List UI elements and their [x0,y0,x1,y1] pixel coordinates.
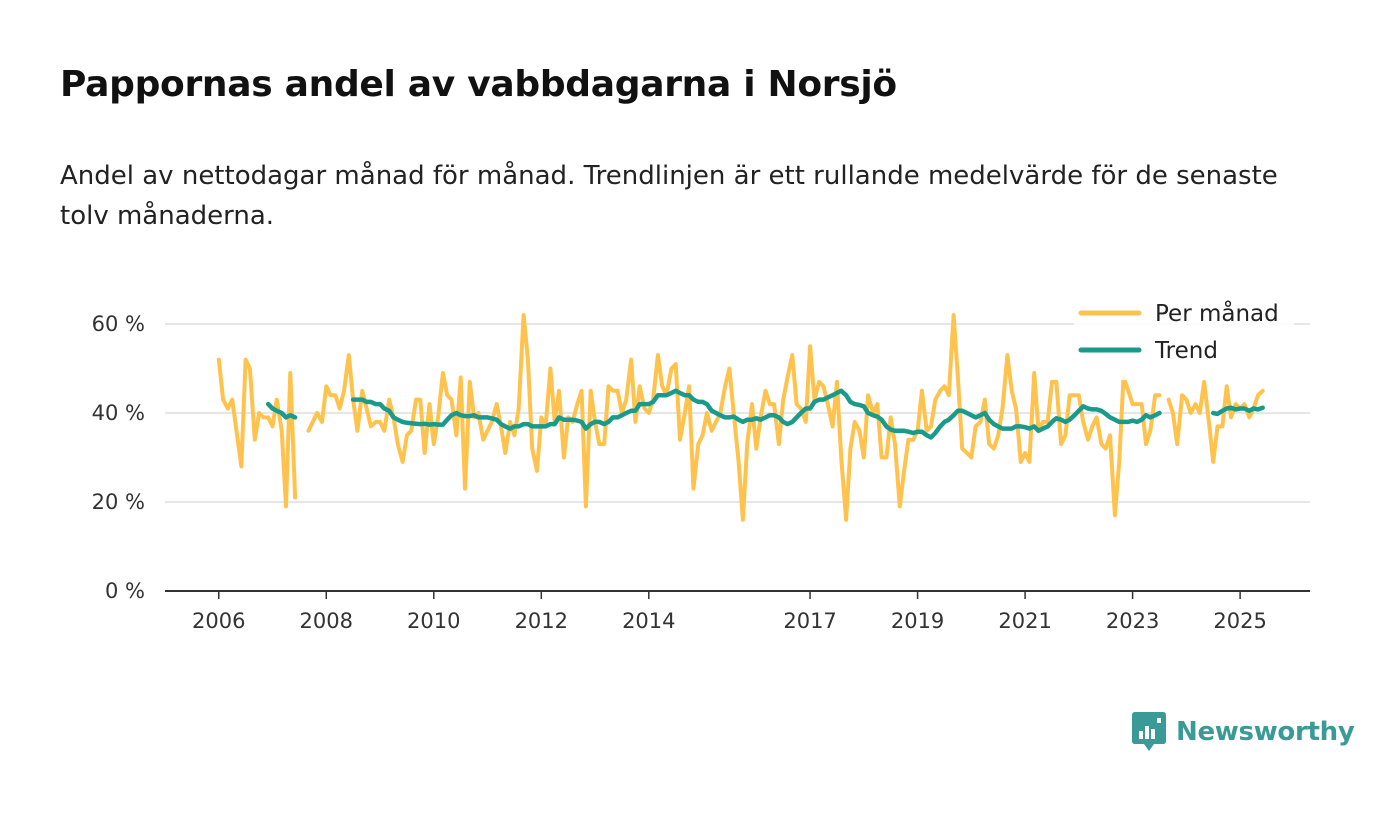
y-tick-label: 40 % [92,401,145,425]
newsworthy-logo-icon [1132,712,1166,751]
series-line-trend-segment-1 [350,388,1162,440]
series-line-per-manad-segment-2 [1166,379,1265,464]
x-tick-label: 2025 [1213,609,1266,633]
series-line-trend-segment-2 [1210,405,1265,417]
series-line-per-manad-segment-0 [216,357,298,509]
series-lines [216,313,1265,522]
legend-label-per-manad: Per månad [1155,299,1279,327]
brand-name: Newsworthy [1176,717,1355,747]
legend: Per månad Trend [1074,296,1294,380]
legend-background [1074,296,1294,380]
x-tick-label: 2006 [192,609,245,633]
x-axis-ticks: 2006 2008 2010 2012 2014 2017 2019 2021 2023 2025 [192,591,1267,633]
y-tick-label: 60 % [92,312,145,336]
y-tick-label: 20 % [92,490,145,514]
chart-title: Pappornas andel av vabbdagarna i Norsjö [60,64,897,105]
legend-label-trend: Trend [1154,338,1218,364]
x-tick-label: 2021 [998,609,1051,633]
x-tick-label: 2023 [1106,609,1159,633]
chart-subtitle: Andel av nettodagar månad för månad. Tre… [60,161,1278,231]
x-tick-label: 2012 [515,609,568,633]
x-tick-label: 2019 [891,609,944,633]
x-tick-label: 2014 [622,609,675,633]
y-tick-label: 0 % [105,579,145,603]
y-axis-ticks: 0 % 20 % 40 % 60 % [92,312,145,603]
x-tick-label: 2008 [300,609,353,633]
series-line-trend-segment-0 [265,401,298,420]
x-tick-label: 2010 [407,609,460,633]
x-tick-label: 2017 [783,609,836,633]
newsworthy-logo: Newsworthy [1132,712,1355,752]
